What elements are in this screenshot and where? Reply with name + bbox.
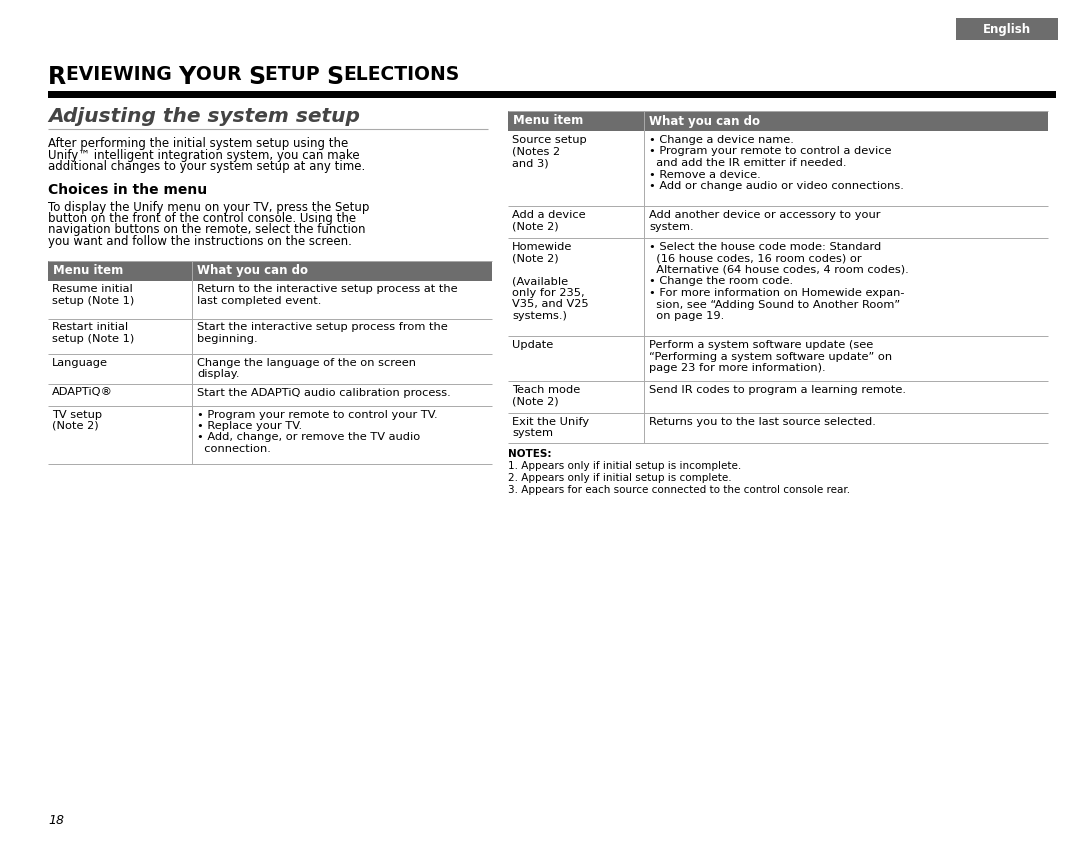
- Text: • Program your remote to control a device: • Program your remote to control a devic…: [649, 147, 891, 157]
- Text: Unify™ intelligent integration system, you can make: Unify™ intelligent integration system, y…: [48, 148, 360, 162]
- Text: • Add, change, or remove the TV audio: • Add, change, or remove the TV audio: [197, 433, 420, 442]
- Text: Source setup: Source setup: [512, 135, 586, 145]
- Text: additional changes to your system setup at any time.: additional changes to your system setup …: [48, 160, 365, 173]
- Text: (Note 2): (Note 2): [512, 254, 558, 263]
- Text: 2. Appears only if initial setup is complete.: 2. Appears only if initial setup is comp…: [508, 473, 731, 483]
- Text: setup (Note 1): setup (Note 1): [52, 334, 134, 344]
- Text: OUR: OUR: [195, 65, 247, 84]
- Text: (Note 2): (Note 2): [512, 396, 558, 406]
- Text: Resume initial: Resume initial: [52, 285, 133, 295]
- Text: setup (Note 1): setup (Note 1): [52, 296, 134, 306]
- Text: NOTES:: NOTES:: [508, 449, 552, 459]
- Text: After performing the initial system setup using the: After performing the initial system setu…: [48, 137, 348, 150]
- Text: ADAPTiQ®: ADAPTiQ®: [52, 388, 113, 398]
- Text: • Change the room code.: • Change the room code.: [649, 277, 793, 286]
- Text: “Performing a system software update” on: “Performing a system software update” on: [649, 352, 892, 361]
- Text: and add the IR emitter if needed.: and add the IR emitter if needed.: [649, 158, 847, 168]
- Text: S: S: [326, 65, 343, 89]
- Text: Return to the interactive setup process at the: Return to the interactive setup process …: [197, 285, 458, 295]
- Text: Menu item: Menu item: [53, 264, 123, 277]
- Text: Y: Y: [178, 65, 195, 89]
- Text: page 23 for more information).: page 23 for more information).: [649, 363, 825, 373]
- Text: Add another device or accessory to your: Add another device or accessory to your: [649, 210, 880, 220]
- Text: sion, see “Adding Sound to Another Room”: sion, see “Adding Sound to Another Room”: [649, 300, 900, 309]
- Text: you want and follow the instructions on the screen.: you want and follow the instructions on …: [48, 235, 352, 248]
- Text: Perform a system software update (see: Perform a system software update (see: [649, 340, 874, 350]
- Text: To display the Unify menu on your TV, press the Setup: To display the Unify menu on your TV, pr…: [48, 200, 369, 214]
- Bar: [48, 261, 492, 280]
- Text: (Available: (Available: [512, 277, 568, 286]
- Text: R: R: [48, 65, 66, 89]
- Text: (16 house codes, 16 room codes) or: (16 house codes, 16 room codes) or: [649, 254, 862, 263]
- Text: Alternative (64 house codes, 4 room codes).: Alternative (64 house codes, 4 room code…: [649, 265, 908, 275]
- Text: V35, and V25: V35, and V25: [512, 300, 589, 309]
- Text: beginning.: beginning.: [197, 334, 258, 344]
- Text: Add a device: Add a device: [512, 210, 585, 220]
- Text: button on the front of the control console. Using the: button on the front of the control conso…: [48, 212, 356, 225]
- Text: 18: 18: [48, 814, 64, 827]
- Text: S: S: [247, 65, 265, 89]
- Text: EVIEWING: EVIEWING: [66, 65, 178, 84]
- Text: Start the interactive setup process from the: Start the interactive setup process from…: [197, 323, 448, 332]
- Text: connection.: connection.: [197, 444, 271, 454]
- Text: English: English: [983, 22, 1031, 36]
- Text: • Replace your TV.: • Replace your TV.: [197, 421, 302, 431]
- Text: • Add or change audio or video connections.: • Add or change audio or video connectio…: [649, 181, 904, 191]
- Text: system: system: [512, 429, 553, 439]
- Text: Returns you to the last source selected.: Returns you to the last source selected.: [649, 417, 876, 427]
- Bar: [956, 18, 1058, 40]
- Text: (Notes 2: (Notes 2: [512, 147, 561, 157]
- Text: Exit the Unify: Exit the Unify: [512, 417, 589, 427]
- Text: only for 235,: only for 235,: [512, 288, 584, 298]
- Bar: [48, 91, 1056, 98]
- Text: ETUP: ETUP: [265, 65, 326, 84]
- Text: • Change a device name.: • Change a device name.: [649, 135, 794, 145]
- Text: Language: Language: [52, 358, 108, 367]
- Text: Start the ADAPTiQ audio calibration process.: Start the ADAPTiQ audio calibration proc…: [197, 388, 450, 398]
- Text: Homewide: Homewide: [512, 242, 572, 252]
- Text: Restart initial: Restart initial: [52, 323, 129, 332]
- Text: 3. Appears for each source connected to the control console rear.: 3. Appears for each source connected to …: [508, 485, 850, 495]
- Text: (Note 2): (Note 2): [52, 421, 98, 431]
- Text: last completed event.: last completed event.: [197, 296, 322, 306]
- Text: (Note 2): (Note 2): [512, 222, 558, 232]
- Text: display.: display.: [197, 369, 240, 379]
- Text: Menu item: Menu item: [513, 114, 583, 128]
- Text: TV setup: TV setup: [52, 410, 103, 419]
- Text: What you can do: What you can do: [649, 114, 760, 128]
- Text: • Select the house code mode: Standard: • Select the house code mode: Standard: [649, 242, 881, 252]
- Bar: [508, 111, 1048, 131]
- Text: Update: Update: [512, 340, 553, 350]
- Text: What you can do: What you can do: [197, 264, 308, 277]
- Text: • For more information on Homewide expan-: • For more information on Homewide expan…: [649, 288, 905, 298]
- Text: Choices in the menu: Choices in the menu: [48, 183, 207, 198]
- Text: on page 19.: on page 19.: [649, 311, 725, 321]
- Text: • Program your remote to control your TV.: • Program your remote to control your TV…: [197, 410, 437, 419]
- Text: and 3): and 3): [512, 158, 549, 168]
- Text: system.: system.: [649, 222, 693, 232]
- Text: Change the language of the on screen: Change the language of the on screen: [197, 358, 416, 367]
- Text: navigation buttons on the remote, select the function: navigation buttons on the remote, select…: [48, 223, 365, 237]
- Text: systems.): systems.): [512, 311, 567, 321]
- Text: 1. Appears only if initial setup is incomplete.: 1. Appears only if initial setup is inco…: [508, 461, 741, 471]
- Text: Teach mode: Teach mode: [512, 385, 580, 395]
- Text: Adjusting the system setup: Adjusting the system setup: [48, 107, 360, 126]
- Text: Send IR codes to program a learning remote.: Send IR codes to program a learning remo…: [649, 385, 906, 395]
- Text: • Remove a device.: • Remove a device.: [649, 170, 760, 180]
- Text: ELECTIONS: ELECTIONS: [343, 65, 459, 84]
